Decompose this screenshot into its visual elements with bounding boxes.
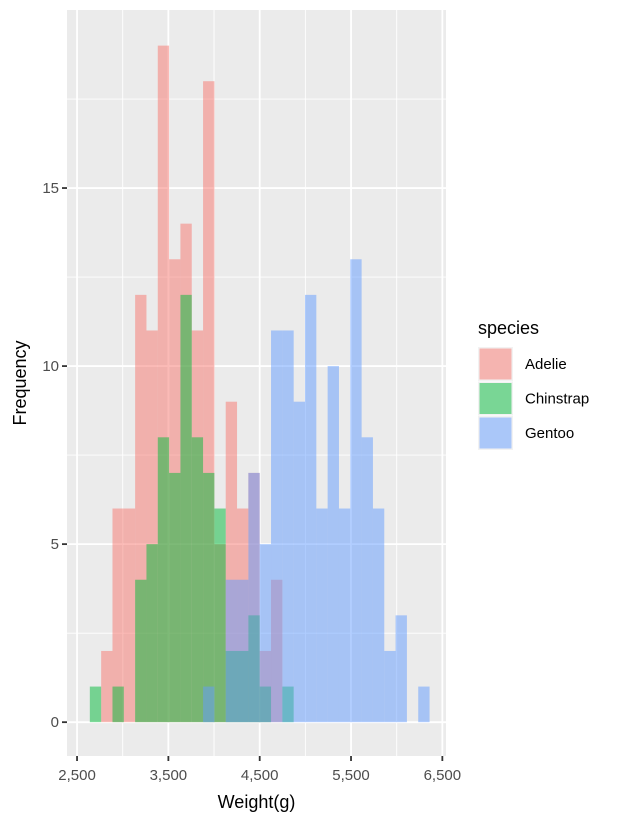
bar-chinstrap (135, 579, 147, 723)
bar-chinstrap (180, 294, 192, 723)
x-axis-title: Weight(g) (218, 792, 296, 812)
bar-adelie (135, 294, 147, 723)
x-tick-label: 4,500 (241, 767, 279, 784)
x-tick-label: 2,500 (58, 767, 96, 784)
legend-items: Adelie Chinstrap Gentoo (478, 347, 589, 450)
x-axis: 2,500 3,500 4,500 5,500 6,500 (58, 756, 461, 784)
bar-gentoo (203, 686, 215, 723)
y-tick-label: 0 (51, 714, 59, 731)
bar-gentoo (327, 366, 339, 723)
bar-chinstrap (89, 686, 102, 723)
bar-gentoo (350, 259, 362, 723)
bar-gentoo (384, 650, 396, 723)
bar-gentoo (293, 401, 305, 723)
legend: species Adelie Chinstrap Gentoo (478, 318, 589, 450)
bar-adelie (225, 401, 238, 723)
bar-chinstrap (157, 437, 170, 723)
bar-gentoo (304, 294, 317, 723)
bar-chinstrap (191, 437, 204, 723)
legend-label: Chinstrap (525, 391, 589, 408)
legend-item-adelie: Adelie (478, 347, 567, 381)
x-tick-label: 6,500 (424, 767, 462, 784)
legend-title: species (478, 318, 539, 338)
bar-gentoo (372, 508, 385, 723)
x-tick-label: 5,500 (332, 767, 370, 784)
legend-item-gentoo: Gentoo (478, 416, 574, 450)
bar-chinstrap (146, 544, 158, 723)
legend-label: Gentoo (525, 425, 574, 442)
series-gentoo (203, 259, 430, 723)
bar-adelie (101, 650, 113, 723)
bar-adelie (157, 45, 170, 723)
y-tick-label: 5 (51, 536, 59, 553)
bar-chinstrap (112, 686, 124, 723)
bar-adelie (203, 81, 215, 723)
bar-gentoo (395, 615, 407, 723)
bar-adelie (112, 508, 124, 723)
bar-gentoo (271, 330, 283, 723)
bar-chinstrap (169, 472, 181, 723)
bar-gentoo (361, 437, 373, 723)
y-axis: 0 5 10 15 (42, 180, 67, 731)
y-tick-label: 10 (42, 358, 59, 375)
x-tick-label: 3,500 (150, 767, 188, 784)
bar-gentoo (237, 579, 249, 723)
legend-key-swatch (479, 417, 512, 449)
bar-adelie (146, 330, 158, 723)
bar-gentoo (248, 472, 260, 723)
bar-chinstrap (214, 508, 226, 723)
bar-gentoo (418, 686, 430, 723)
bar-gentoo (259, 544, 272, 723)
bar-gentoo (338, 508, 351, 723)
bar-gentoo (282, 330, 294, 723)
legend-key-swatch (479, 348, 512, 380)
legend-item-chinstrap: Chinstrap (478, 381, 589, 416)
y-tick-label: 15 (42, 180, 59, 197)
histogram-bars (89, 45, 430, 723)
y-axis-title: Frequency (10, 340, 30, 425)
legend-label: Adelie (525, 356, 567, 373)
bar-chinstrap (203, 472, 215, 723)
bar-gentoo (316, 508, 328, 723)
bar-gentoo (225, 579, 238, 723)
bar-adelie (123, 508, 136, 723)
legend-key-swatch (479, 383, 512, 414)
